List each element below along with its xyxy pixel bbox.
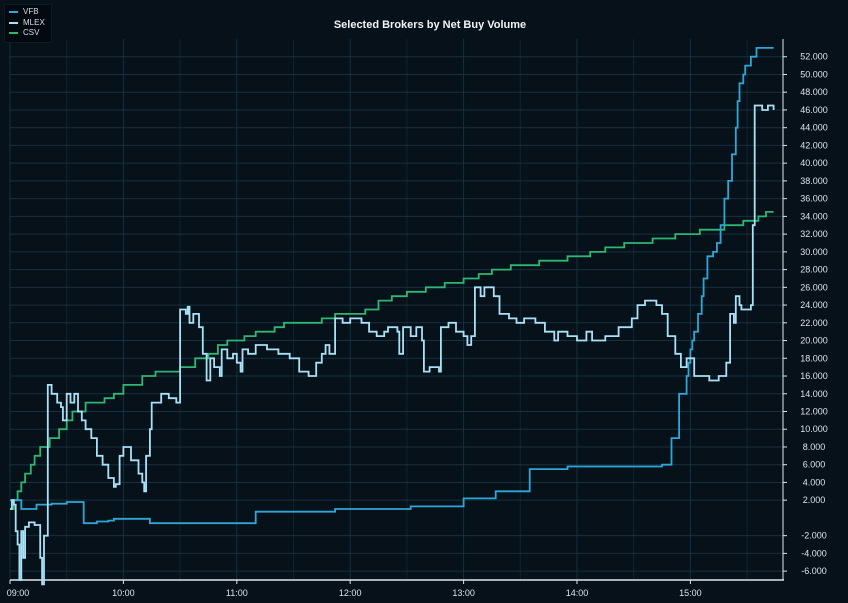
x-tick-label: 13:00 (452, 588, 475, 598)
chart-title: Selected Brokers by Net Buy Volume (333, 19, 527, 31)
legend-swatch-vfb (9, 11, 18, 14)
y-tick-label: -2.000 (801, 531, 827, 541)
x-tick-label: 15:00 (679, 588, 702, 598)
y-tick-label: 40.000 (800, 158, 828, 168)
y-tick-label: 20.000 (800, 336, 828, 346)
y-tick-label: 28.000 (800, 265, 828, 275)
y-tick-label: 10.000 (800, 424, 828, 434)
axes-layer: 09:00 10:00 11:00 12:00 13:00 14:00 15:00 -6.00… (7, 39, 828, 598)
y-tick-label: -4.000 (801, 548, 827, 558)
legend-item-csv[interactable]: CSV (9, 28, 45, 39)
y-tick-label: 4.000 (803, 477, 826, 487)
grid-layer (9, 39, 783, 580)
legend-swatch-csv (9, 32, 18, 35)
y-tick-label: 6.000 (803, 460, 826, 470)
y-tick-label: 48.000 (800, 87, 828, 97)
y-tick-label: 8.000 (803, 442, 826, 452)
y-tick-label: 34.000 (800, 211, 828, 221)
legend-label-csv: CSV (23, 28, 40, 37)
y-tick-label: 18.000 (800, 353, 828, 363)
y-tick-label: 2.000 (803, 495, 826, 505)
y-tick-label: 50.000 (800, 69, 828, 79)
y-tick-label: 42.000 (800, 140, 828, 150)
y-tick-label: 52.000 (800, 52, 828, 62)
x-tick-label: 09:00 (7, 588, 30, 598)
x-tick-label: 11:00 (226, 588, 248, 598)
y-tick-label: 46.000 (800, 105, 828, 115)
y-tick-label: -6.000 (801, 566, 827, 576)
legend-label-vfb: VFB (23, 7, 39, 16)
series-line-vfb (10, 47, 774, 525)
legend-item-vfb[interactable]: VFB (9, 7, 45, 18)
legend-label-mlex: MLEX (23, 17, 45, 27)
x-tick-label: 12:00 (339, 588, 362, 598)
y-tick-label: 14.000 (800, 389, 828, 399)
x-tick-label: 10:00 (112, 588, 135, 598)
y-tick-label: 36.000 (800, 194, 828, 204)
series-layer (10, 47, 775, 586)
y-tick-label: 26.000 (800, 282, 828, 292)
series-line-csv (10, 211, 774, 510)
y-tick-label: 44.000 (800, 123, 828, 133)
chart-legend: VFB MLEX CSV (4, 4, 52, 43)
series-line-mlex (10, 104, 775, 586)
y-tick-label: 22.000 (800, 318, 828, 328)
x-tick-label: 14:00 (566, 588, 589, 598)
y-tick-label: 38.000 (800, 176, 828, 186)
y-tick-label: 30.000 (800, 247, 828, 257)
y-tick-label: 24.000 (800, 300, 828, 310)
legend-swatch-mlex (9, 21, 18, 24)
y-tick-label: 32.000 (800, 229, 828, 239)
y-tick-label: 12.000 (800, 406, 828, 416)
y-tick-label: 16.000 (800, 371, 828, 381)
legend-item-mlex[interactable]: MLEX (9, 18, 45, 29)
